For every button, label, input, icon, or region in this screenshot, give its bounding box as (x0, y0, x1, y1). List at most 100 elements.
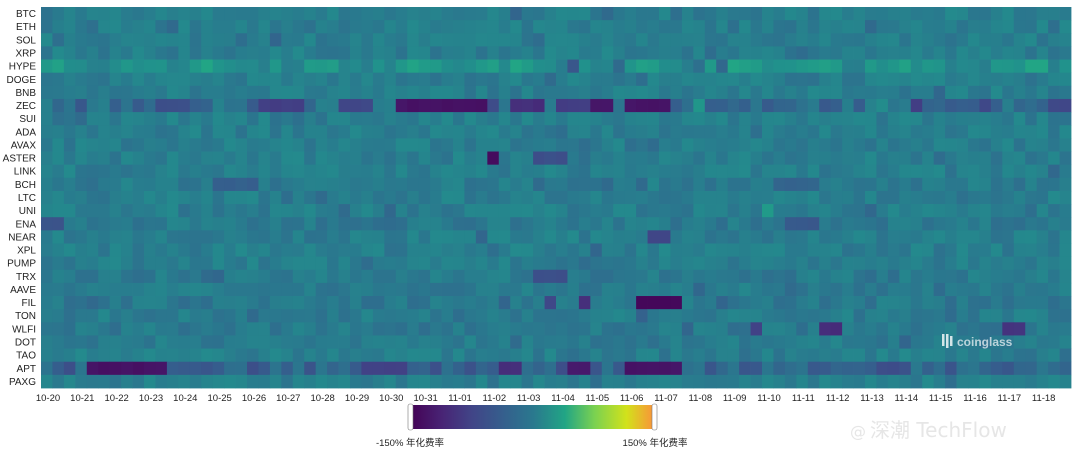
heatmap-cell (945, 72, 957, 87)
heatmap-cell (819, 217, 832, 231)
heatmap-cell (784, 335, 797, 349)
heatmap-cell (533, 59, 545, 74)
heatmap-cell (350, 204, 362, 218)
heatmap-cell (201, 296, 214, 310)
heatmap-cell (52, 151, 65, 166)
heatmap-cell (430, 256, 442, 271)
heatmap-cell (327, 59, 339, 74)
heatmap-cell (384, 125, 397, 139)
heatmap-cell (830, 282, 843, 297)
colorbar-handle-right[interactable] (651, 403, 658, 431)
heatmap-cell (441, 46, 454, 60)
heatmap-cell (807, 204, 820, 218)
heatmap-cell (819, 322, 832, 336)
heatmap-cell (75, 98, 88, 113)
heatmap-cell (86, 33, 99, 47)
heatmap-cell (933, 85, 946, 100)
heatmap-cell (796, 256, 809, 271)
heatmap-cell (578, 256, 591, 271)
heatmap-cell (956, 59, 969, 74)
heatmap-cell (670, 190, 683, 205)
heatmap-cell (498, 138, 511, 152)
heatmap-cell (636, 72, 648, 87)
heatmap-cell (865, 230, 877, 244)
heatmap-cell (144, 138, 156, 152)
heatmap-cell (727, 348, 740, 363)
heatmap-cell (384, 204, 397, 218)
heatmap-cell (556, 217, 568, 231)
heatmap-cell (1013, 374, 1026, 389)
heatmap-cell (258, 190, 271, 205)
heatmap-cell (498, 98, 511, 113)
heatmap-cell (887, 243, 900, 258)
heatmap-cell (166, 125, 179, 139)
heatmap-cell (842, 72, 854, 87)
heatmap-cell (922, 190, 935, 205)
heatmap-cell (464, 85, 477, 100)
heatmap-cell (1036, 7, 1049, 21)
heatmap-cell (464, 20, 477, 34)
heatmap-cell (681, 361, 694, 376)
heatmap-cell (807, 33, 820, 47)
heatmap-cell (659, 46, 671, 60)
heatmap-cell (475, 7, 488, 21)
heatmap-cell (613, 164, 626, 179)
heatmap-cell (544, 72, 557, 87)
heatmap-cell (155, 230, 168, 244)
heatmap-cell (258, 72, 271, 87)
heatmap-cell (350, 20, 362, 34)
heatmap-cell (727, 309, 740, 323)
heatmap-cell (1002, 138, 1015, 152)
heatmap-cell (464, 7, 477, 21)
heatmap-cell (189, 348, 202, 363)
heatmap-cell (52, 190, 65, 205)
heatmap-cell (716, 335, 729, 349)
heatmap-cell (75, 269, 88, 284)
heatmap-cell (109, 217, 122, 231)
heatmap-cell (933, 20, 946, 34)
heatmap-cell (441, 204, 454, 218)
heatmap-cell (441, 322, 454, 336)
heatmap-cell (567, 138, 580, 152)
heatmap-cell (269, 348, 282, 363)
heatmap-cell (166, 296, 179, 310)
colorbar-handle-left[interactable] (407, 403, 414, 431)
heatmap-cell (659, 125, 671, 139)
y-tick-label: UNI (19, 206, 36, 217)
heatmap-cell (98, 204, 111, 218)
heatmap-cell (269, 296, 282, 310)
heatmap-cell (716, 190, 729, 205)
heatmap-cell (704, 46, 717, 60)
heatmap-cell (269, 282, 282, 297)
heatmap-cell (784, 20, 797, 34)
heatmap-cell (441, 269, 454, 284)
heatmap-cell (796, 374, 809, 389)
heatmap-cell (1059, 256, 1072, 271)
heatmap-cell (418, 72, 431, 87)
heatmap-cell (773, 217, 786, 231)
heatmap-cell (670, 177, 683, 192)
heatmap-cell (247, 217, 259, 231)
heatmap-cell (533, 243, 545, 258)
heatmap-cell (796, 125, 809, 139)
heatmap-cell (544, 138, 557, 152)
heatmap-cell (807, 98, 820, 113)
heatmap-cell (613, 322, 626, 336)
coinglass-logo-text: coinglass (957, 335, 1013, 349)
heatmap-cell (910, 282, 923, 297)
heatmap-cell (1025, 269, 1038, 284)
heatmap-cell (830, 98, 843, 113)
heatmap-cell (52, 98, 65, 113)
heatmap-cell (247, 59, 259, 74)
heatmap-cell (98, 59, 111, 74)
heatmap-cell (807, 72, 820, 87)
heatmap-cell (968, 309, 980, 323)
heatmap-cell (762, 230, 774, 244)
heatmap-cell (601, 7, 614, 21)
heatmap-cell (739, 309, 751, 323)
heatmap-cell (762, 85, 774, 100)
heatmap-cell (990, 348, 1003, 363)
heatmap-cell (384, 59, 397, 74)
heatmap-cell (1048, 46, 1060, 60)
heatmap-cell (956, 335, 969, 349)
